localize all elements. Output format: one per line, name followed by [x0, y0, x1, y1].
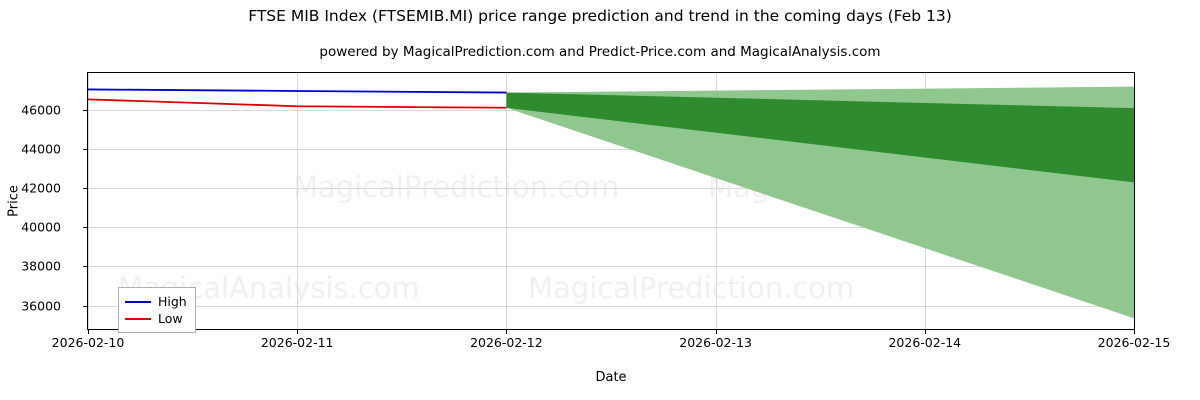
gridline-vertical: [297, 73, 299, 329]
gridline-vertical: [88, 73, 89, 329]
x-tick-label: 2026-02-15: [1097, 335, 1171, 350]
y-tick-label: 44000: [21, 141, 61, 157]
legend-item-low: Low: [125, 310, 187, 327]
y-tick-mark: [83, 266, 87, 268]
x-axis-label: Date: [595, 370, 627, 385]
y-tick-label: 36000: [21, 298, 61, 314]
series-line-high: [88, 88, 507, 94]
gridline-horizontal: [88, 305, 1134, 307]
legend-label-high: High: [158, 294, 187, 309]
gridline-horizontal: [88, 188, 1134, 190]
legend-swatch-low: [125, 317, 151, 320]
y-tick-mark: [83, 110, 87, 112]
x-tick-label: 2026-02-10: [51, 335, 125, 350]
x-tick-mark: [88, 330, 89, 334]
x-tick-label: 2026-02-11: [260, 335, 334, 350]
gridline-horizontal: [88, 266, 1134, 268]
gridline-vertical: [715, 73, 717, 329]
x-tick-label: 2026-02-12: [470, 335, 543, 350]
plot-area: MagicalPrediction.com MagicalAnalysis.com…: [87, 72, 1135, 330]
x-tick-mark: [1134, 330, 1135, 334]
y-tick-mark: [83, 227, 87, 229]
y-tick-label: 38000: [21, 258, 61, 274]
x-tick-mark: [924, 330, 926, 334]
chart-title: FTSE MIB Index (FTSEMIB.MI) price range …: [248, 7, 952, 25]
legend-label-low: Low: [158, 311, 183, 326]
y-tick-label: 42000: [21, 180, 61, 196]
y-tick-label: 46000: [21, 102, 61, 118]
x-tick-mark: [506, 330, 508, 334]
chart-subtitle: powered by MagicalPrediction.com and Pre…: [319, 44, 881, 60]
y-tick-label: 40000: [21, 219, 61, 235]
gridline-horizontal: [88, 149, 1134, 151]
x-tick-label: 2026-02-13: [679, 335, 752, 350]
x-tick-label: 2026-02-14: [888, 335, 962, 350]
gridline-horizontal: [88, 227, 1134, 229]
y-tick-mark: [83, 305, 87, 307]
gridline-vertical: [506, 73, 508, 329]
legend-swatch-high: [125, 300, 151, 303]
inner-forecast-band: [506, 92, 1134, 183]
x-tick-mark: [715, 330, 717, 334]
series-line-low: [88, 98, 507, 109]
y-tick-mark: [83, 188, 87, 190]
legend-item-high: High: [125, 293, 187, 310]
x-tick-mark: [297, 330, 299, 334]
gridline-vertical: [1134, 73, 1135, 329]
series-layer: [88, 86, 1134, 319]
y-tick-mark: [83, 149, 87, 151]
chart-legend: High Low: [118, 287, 196, 333]
